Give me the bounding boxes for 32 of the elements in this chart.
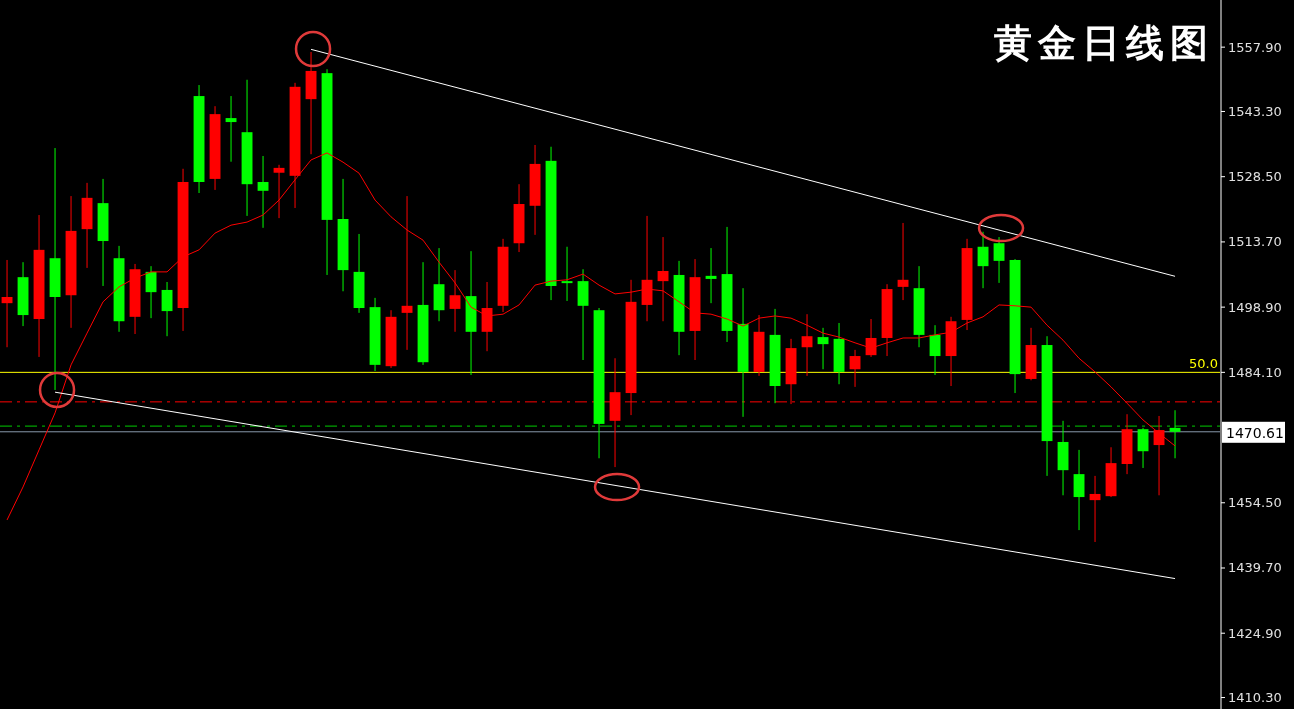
candlestick — [849, 349, 861, 388]
y-tick-label: 1410.30 — [1228, 690, 1282, 706]
candlestick — [657, 236, 669, 322]
candlestick — [401, 195, 413, 351]
y-tick-label: 1454.50 — [1228, 495, 1282, 511]
y-tick-label: 1543.30 — [1228, 103, 1282, 119]
candlestick — [801, 313, 813, 377]
y-tick-label: 1557.90 — [1228, 39, 1282, 55]
candlestick — [897, 222, 909, 301]
candlestick — [273, 164, 285, 219]
y-tick-label: 1424.90 — [1228, 625, 1282, 641]
candlestick — [561, 246, 573, 302]
candlestick — [1137, 427, 1149, 469]
text: 黄金日线图 — [994, 19, 1214, 65]
candlestick — [225, 95, 237, 163]
ref-line-label: 1470.61 — [1226, 424, 1284, 441]
candlestick — [161, 281, 173, 337]
candlestick — [977, 231, 989, 289]
candlestick — [1073, 449, 1085, 531]
candlestick — [257, 155, 269, 229]
annotation: 50.0 — [1189, 356, 1218, 372]
y-tick-label: 1498.90 — [1228, 299, 1282, 315]
y-tick-label: 1528.50 — [1228, 169, 1282, 185]
y-tick-label: 1513.70 — [1228, 234, 1282, 250]
candlestick — [1089, 475, 1101, 543]
y-tick-label: 1439.70 — [1228, 560, 1282, 576]
candlestick — [993, 236, 1005, 284]
candlestick — [449, 269, 461, 333]
candlestick — [1169, 409, 1181, 459]
candlestick — [817, 327, 829, 370]
y-tick-label: 1484.10 — [1228, 364, 1282, 380]
candlestick — [1, 259, 13, 348]
